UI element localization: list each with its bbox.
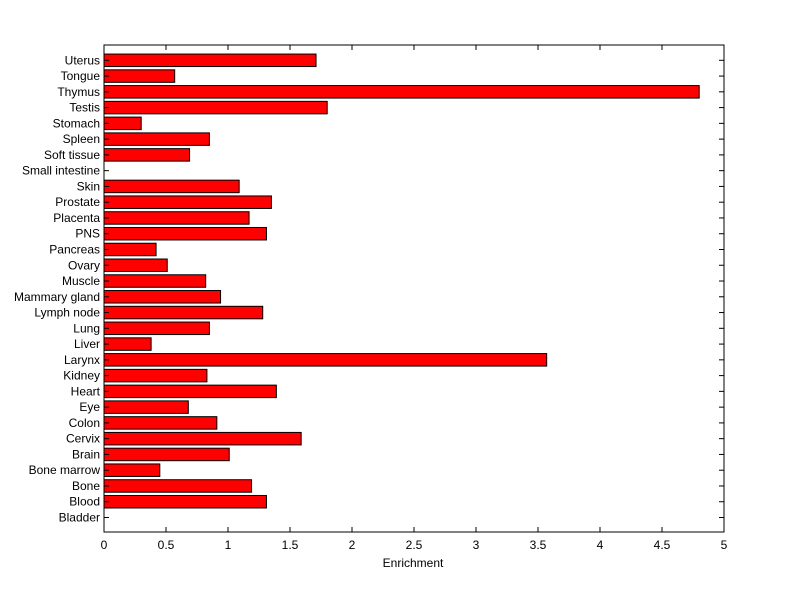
bar-thymus <box>103 85 700 99</box>
y-tick-label: Eye <box>79 400 100 414</box>
x-tick-label: 1 <box>225 538 232 552</box>
bar-lymph-node <box>103 305 264 320</box>
y-tick-label: Testis <box>69 101 100 115</box>
bar-stomach <box>103 116 142 131</box>
bar-soft-tissue <box>103 148 191 162</box>
y-tick-label: Larynx <box>64 353 100 367</box>
y-tick-label: Blood <box>69 495 100 509</box>
bar-muscle <box>103 274 207 288</box>
x-axis-ticks: 0 0.5 1 1.5 2 2.5 3 3.5 4 4.5 5 <box>101 45 728 552</box>
bar-ovary <box>103 258 168 272</box>
bar-colon <box>103 416 218 430</box>
x-tick-label: 2 <box>349 538 356 552</box>
bar-pns <box>103 226 267 241</box>
bar-mammary-gland <box>103 290 222 304</box>
bar-spleen <box>103 132 210 146</box>
y-tick-label: Uterus <box>65 53 100 67</box>
bar-tongue <box>103 69 176 83</box>
bar-skin <box>103 179 240 194</box>
y-tick-label: Ovary <box>68 258 100 272</box>
bar-heart <box>103 384 277 399</box>
x-tick-label: 3 <box>473 538 480 552</box>
bar-bone-marrow <box>103 463 161 477</box>
y-tick-label: Prostate <box>55 195 100 209</box>
y-tick-label: Lung <box>73 321 100 335</box>
y-tick-label: Bladder <box>59 511 100 525</box>
bar-eye <box>103 400 189 414</box>
x-tick-label: 0.5 <box>158 538 175 552</box>
bar-kidney <box>103 368 208 383</box>
bar-prostate <box>103 195 272 209</box>
y-tick-label: Pancreas <box>49 242 100 256</box>
bar-liver <box>103 337 152 351</box>
bars-group <box>103 53 700 509</box>
y-tick-label: Soft tissue <box>44 148 100 162</box>
y-tick-label: PNS <box>75 227 100 241</box>
y-tick-label: Spleen <box>63 132 100 146</box>
y-tick-label: Brain <box>72 447 100 461</box>
y-tick-label: Stomach <box>53 116 100 130</box>
x-tick-label: 0 <box>101 538 108 552</box>
y-tick-label: Small intestine <box>22 164 100 178</box>
bar-pancreas <box>103 242 157 257</box>
bar-cervix <box>103 431 302 446</box>
bar-placenta <box>103 211 250 225</box>
y-tick-label: Placenta <box>53 211 100 225</box>
x-tick-label: 4 <box>597 538 604 552</box>
bar-larynx <box>103 353 548 367</box>
y-tick-label: Kidney <box>63 369 100 383</box>
bar-testis <box>103 100 328 115</box>
y-tick-label: Heart <box>71 384 101 398</box>
y-tick-label: Bone marrow <box>29 463 101 477</box>
y-tick-label: Tongue <box>61 69 101 83</box>
x-tick-label: 1.5 <box>282 538 299 552</box>
bar-uterus <box>103 53 317 68</box>
x-tick-label: 4.5 <box>654 538 671 552</box>
y-tick-label: Mammary gland <box>14 290 100 304</box>
x-tick-label: 5 <box>721 538 728 552</box>
x-tick-label: 2.5 <box>406 538 423 552</box>
y-tick-label: Lymph node <box>34 306 100 320</box>
y-tick-label: Colon <box>69 416 100 430</box>
y-tick-label: Thymus <box>57 85 100 99</box>
bar-bone <box>103 479 253 493</box>
x-axis-title: Enrichment <box>383 556 444 570</box>
bar-blood <box>103 494 267 509</box>
y-tick-label: Bone <box>72 479 100 493</box>
y-tick-label: Liver <box>74 337 100 351</box>
y-tick-label: Skin <box>77 179 100 193</box>
x-tick-label: 3.5 <box>530 538 547 552</box>
y-tick-label: Muscle <box>62 274 100 288</box>
bar-brain <box>103 447 230 462</box>
bar-lung <box>103 321 210 336</box>
y-tick-label: Cervix <box>66 432 100 446</box>
